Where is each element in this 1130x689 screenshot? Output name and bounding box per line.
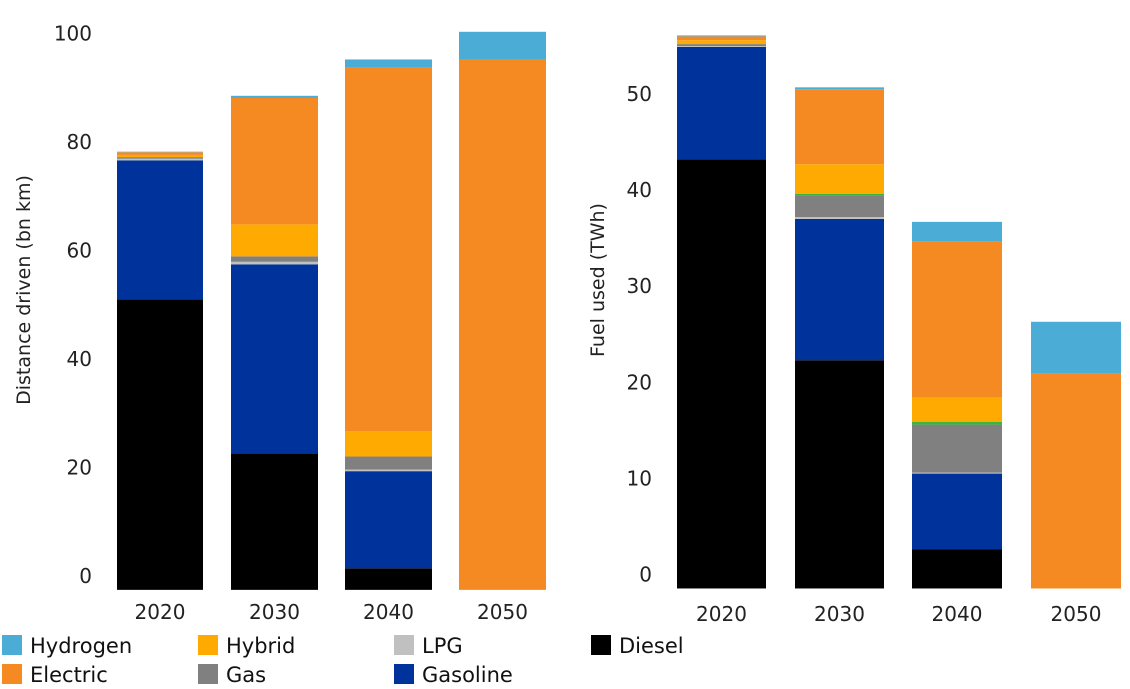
distance-y-tick-label: 0 xyxy=(79,564,92,588)
distance-bar-2020-lpg xyxy=(117,158,203,161)
fuel-x-tick-label: 2020 xyxy=(696,602,747,626)
distance-bar-2040-hybrid xyxy=(345,431,432,457)
distance-bar-2050-electric xyxy=(459,59,546,590)
legend-item-diesel: Diesel xyxy=(591,634,684,658)
fuel-x-tick-label: 2050 xyxy=(1051,602,1102,626)
legend-label: LPG xyxy=(422,634,463,658)
fuel-x-tick-label: 2030 xyxy=(814,602,865,626)
distance-bar-2050-hydrogen xyxy=(459,31,546,60)
legend-label: Electric xyxy=(30,663,108,687)
distance-x-tick-label: 2020 xyxy=(135,600,186,624)
legend-label: Gasoline xyxy=(422,663,513,687)
distance-x-tick-label: 2030 xyxy=(249,600,300,624)
fuel-bar-2030-electric xyxy=(795,89,884,165)
fuel-bar-2020-electric xyxy=(677,36,766,41)
fuel-bar-2020-diesel xyxy=(677,159,766,589)
legend-item-electric: Electric xyxy=(2,663,108,687)
distance-bar-2040-hydrogen xyxy=(345,59,432,68)
fuel-bar-2030-diesel xyxy=(795,360,884,589)
legend-swatch xyxy=(2,664,22,684)
legend-label: Hybrid xyxy=(226,634,295,658)
legend-item-hybrid: Hybrid xyxy=(198,634,295,658)
distance-y-tick-label: 40 xyxy=(67,347,92,371)
distance-bar-2020-gas xyxy=(117,157,203,159)
distance-bar-2040-gas xyxy=(345,456,432,470)
fuel-bar-2020-gasoline xyxy=(677,46,766,160)
fuel-bar-2030-lpg xyxy=(795,217,884,219)
fuel-bar-2020-gas xyxy=(677,44,766,47)
distance-bar-2020-gasoline xyxy=(117,160,203,300)
fuel-bar-2040-hydrogen xyxy=(912,221,1002,242)
distance-chart-panel: Distance driven (bn km) 0204060801002020… xyxy=(13,21,546,624)
legend-label: Hydrogen xyxy=(30,634,132,658)
fuel-y-tick-label: 50 xyxy=(627,82,652,106)
fuel-bar-2020-lpg xyxy=(677,46,766,47)
fuel-bar-2040-gas xyxy=(912,424,1002,473)
fuel-y-axis-title: Fuel used (TWh) xyxy=(587,203,609,357)
legend-swatch xyxy=(591,635,611,655)
distance-bar-2040-electric xyxy=(345,67,432,432)
distance-bar-2020-hybrid xyxy=(117,154,203,158)
distance-bar-2030-gas xyxy=(231,256,318,262)
fuel-bar-2040-gasoline xyxy=(912,473,1002,550)
legend-item-gasoline: Gasoline xyxy=(394,663,513,687)
fuel-bar-2050-electric xyxy=(1031,373,1121,589)
distance-bar-2040-diesel xyxy=(345,568,432,590)
fuel-bar-2030-gasoline xyxy=(795,218,884,361)
fuel-y-tick-label: 40 xyxy=(627,178,652,202)
distance-y-axis-title: Distance driven (bn km) xyxy=(13,175,35,405)
distance-x-tick-label: 2050 xyxy=(477,600,528,624)
fuel-y-tick-label: 10 xyxy=(627,466,652,490)
distance-bar-2030-electric xyxy=(231,97,318,225)
fuel-bar-2020-hydrogen xyxy=(677,35,766,37)
legend-swatch xyxy=(394,664,414,684)
distance-bar-2030-hybrid xyxy=(231,224,318,257)
fuel-y-tick-label: 0 xyxy=(639,562,652,586)
fuel-bar-2040-green xyxy=(912,421,1002,425)
distance-bar-2030-lpg xyxy=(231,261,318,265)
legend-swatch xyxy=(198,635,218,655)
fuel-bar-2030-green xyxy=(795,193,884,196)
legend-swatch xyxy=(2,635,22,655)
legend-label: Diesel xyxy=(619,634,684,658)
fuel-bar-2040-lpg xyxy=(912,472,1002,474)
fuel-bar-2030-gas xyxy=(795,195,884,218)
fuel-bar-2040-hybrid xyxy=(912,397,1002,422)
legend-item-gas: Gas xyxy=(198,663,266,687)
distance-y-tick-label: 20 xyxy=(67,455,92,479)
fuel-bar-2040-diesel xyxy=(912,549,1002,589)
distance-bar-2030-diesel xyxy=(231,453,318,590)
legend: Hydrogen Hybrid LPG Diesel Electric Gas Gasoli… xyxy=(2,634,684,687)
distance-bar-2020-hydrogen xyxy=(117,151,203,153)
distance-bar-2030-gasoline xyxy=(231,264,318,454)
distance-bar-2020-electric xyxy=(117,152,203,155)
distance-y-tick-label: 100 xyxy=(54,21,92,45)
distance-y-tick-label: 80 xyxy=(67,130,92,154)
legend-item-hydrogen: Hydrogen xyxy=(2,634,132,658)
fuel-y-tick-label: 20 xyxy=(627,370,652,394)
legend-label: Gas xyxy=(226,663,266,687)
fuel-bar-2030-hybrid xyxy=(795,164,884,194)
fuel-bar-2020-hybrid xyxy=(677,40,766,45)
legend-swatch xyxy=(198,664,218,684)
fuel-bar-2030-hydrogen xyxy=(795,87,884,90)
fuel-bar-2050-hydrogen xyxy=(1031,321,1121,374)
legend-swatch xyxy=(394,635,414,655)
distance-bar-2040-lpg xyxy=(345,469,432,472)
legend-item-lpg: LPG xyxy=(394,634,463,658)
fuel-y-tick-label: 30 xyxy=(627,274,652,298)
distance-x-tick-label: 2040 xyxy=(363,600,414,624)
fuel-bar-2040-electric xyxy=(912,241,1002,398)
distance-y-tick-label: 60 xyxy=(67,238,92,262)
fuel-x-tick-label: 2040 xyxy=(932,602,983,626)
distance-bar-2020-diesel xyxy=(117,299,203,590)
distance-bar-2040-gasoline xyxy=(345,471,432,569)
distance-bar-2030-hydrogen xyxy=(231,95,318,98)
